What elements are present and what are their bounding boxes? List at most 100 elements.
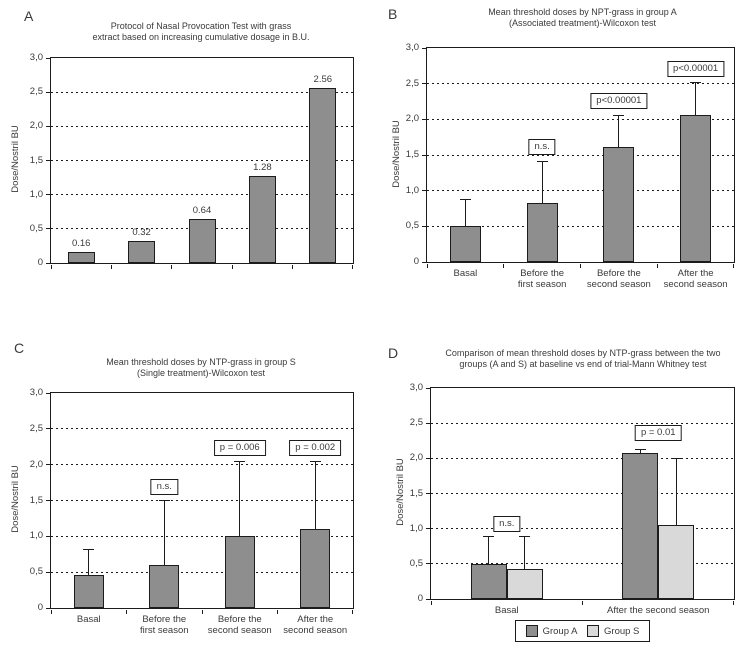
error-bar-cap (613, 115, 625, 117)
y-tick (426, 563, 431, 565)
error-bar-cap (158, 500, 170, 501)
bar (248, 175, 276, 263)
bar (67, 252, 95, 263)
error-bar (464, 199, 466, 227)
y-tick-label: 0,5 (29, 566, 43, 578)
significance-box: n.s. (150, 478, 178, 495)
bar (526, 202, 558, 262)
bar-value-label: 2.56 (313, 74, 333, 86)
y-tick-label: 0 (417, 593, 423, 604)
legend-item-group-a: Group A (525, 625, 577, 637)
y-tick-label: 1,0 (409, 522, 423, 534)
x-tick (427, 264, 428, 268)
y-tick (46, 160, 51, 161)
gridline (431, 528, 734, 530)
gridline (431, 563, 734, 565)
significance-box: n.s. (528, 139, 556, 155)
error-bar-cap (536, 160, 548, 162)
panel-a-title-line-1: Protocol of Nasal Provocation Test with … (110, 21, 292, 31)
bar (658, 525, 695, 599)
x-tick (231, 265, 233, 269)
y-tick (422, 261, 427, 263)
gridline (427, 118, 734, 120)
legend: Group A Group S (515, 620, 650, 642)
gridline (431, 422, 734, 424)
y-tick (46, 125, 51, 127)
gridline (51, 194, 353, 196)
y-tick (46, 228, 51, 230)
category-label: second season (586, 279, 651, 290)
error-bar-cap (459, 199, 471, 201)
panel-d-plot-area: 0 0,5 1,0 1,5 2,0 2,5 3,0 Basal After the second… (410, 382, 735, 616)
y-tick-label: 2,0 (29, 120, 43, 132)
bar-value-label: 0.16 (71, 238, 91, 250)
bar (622, 452, 659, 599)
error-bar (695, 82, 697, 116)
x-tick (51, 265, 52, 269)
bar (470, 563, 507, 599)
bar (680, 115, 712, 262)
bar (128, 241, 156, 263)
y-tick-label: 2,5 (29, 422, 43, 434)
panel-c-title-line-2: (Single treatment)-Wilcoxon test (136, 368, 266, 378)
y-tick-label: 1,0 (29, 530, 43, 542)
x-tick (352, 265, 353, 269)
category-label: first season (139, 625, 189, 636)
error-bar-cap (309, 460, 321, 462)
x-tick (352, 610, 353, 614)
significance-box: p = 0.006 (213, 440, 266, 457)
gridline (427, 154, 734, 156)
gridline (427, 83, 734, 85)
panel-b-plot-area: 0 0,5 1,0 1,5 2,0 2,5 3,0 Basal Before the first … (406, 42, 735, 290)
y-tick (422, 225, 427, 227)
y-tick-label: 2,5 (405, 77, 419, 89)
category-label: Basal (453, 268, 478, 279)
panel-d-title-line-2: groups (A and S) at baseline vs end of t… (459, 359, 707, 369)
error-bar (163, 500, 165, 565)
gridline (431, 493, 734, 494)
y-tick (46, 91, 51, 93)
error-bar-cap (234, 460, 246, 462)
x-tick (733, 264, 734, 268)
y-tick (46, 262, 51, 264)
error-bar-cap (83, 548, 95, 550)
significance-box: n.s. (493, 516, 521, 533)
category-label: first season (517, 279, 567, 290)
gridline (51, 500, 353, 501)
bar (506, 568, 543, 599)
category-label: Before the (142, 614, 187, 625)
gridline (51, 160, 353, 161)
y-tick-label: 3,0 (29, 52, 43, 63)
category-label: second season (283, 625, 348, 636)
error-bar-cap (519, 535, 531, 537)
y-tick-label: 0,5 (409, 557, 423, 569)
y-tick (422, 83, 427, 85)
bar (73, 575, 104, 608)
y-tick (46, 194, 51, 196)
x-tick (171, 265, 173, 269)
x-tick (580, 264, 581, 268)
y-tick (426, 493, 431, 494)
category-label: After the second season (607, 605, 710, 616)
x-tick (733, 601, 734, 605)
y-tick-label: 2,0 (405, 113, 419, 125)
y-tick-label: 0 (37, 602, 43, 613)
panel-d-title-line-1: Comparison of mean threshold doses by NT… (445, 348, 721, 358)
bar (309, 88, 337, 263)
panel-b-title-line-2: (Associated treatment)-Wilcoxon test (508, 18, 657, 28)
y-tick-label: 1,5 (409, 487, 423, 499)
significance-box: p = 0.002 (289, 440, 342, 457)
error-bar (524, 536, 526, 569)
error-bar (488, 536, 490, 564)
category-label: Before the (217, 614, 262, 625)
panel-c-plot-area: 0 0,5 1,0 1,5 2,0 2,5 3,0 Basal Before the first … (30, 387, 354, 636)
y-tick-label: 0 (37, 257, 43, 268)
y-tick (46, 571, 51, 573)
error-bar-cap (690, 82, 702, 84)
panel-a-title-line-2: extract based on increasing cumulative d… (92, 32, 310, 42)
y-tick-label: 2,5 (409, 417, 423, 429)
y-tick-label: 0,5 (405, 220, 419, 232)
gridline (51, 535, 353, 537)
y-tick-label: 3,0 (29, 387, 43, 398)
